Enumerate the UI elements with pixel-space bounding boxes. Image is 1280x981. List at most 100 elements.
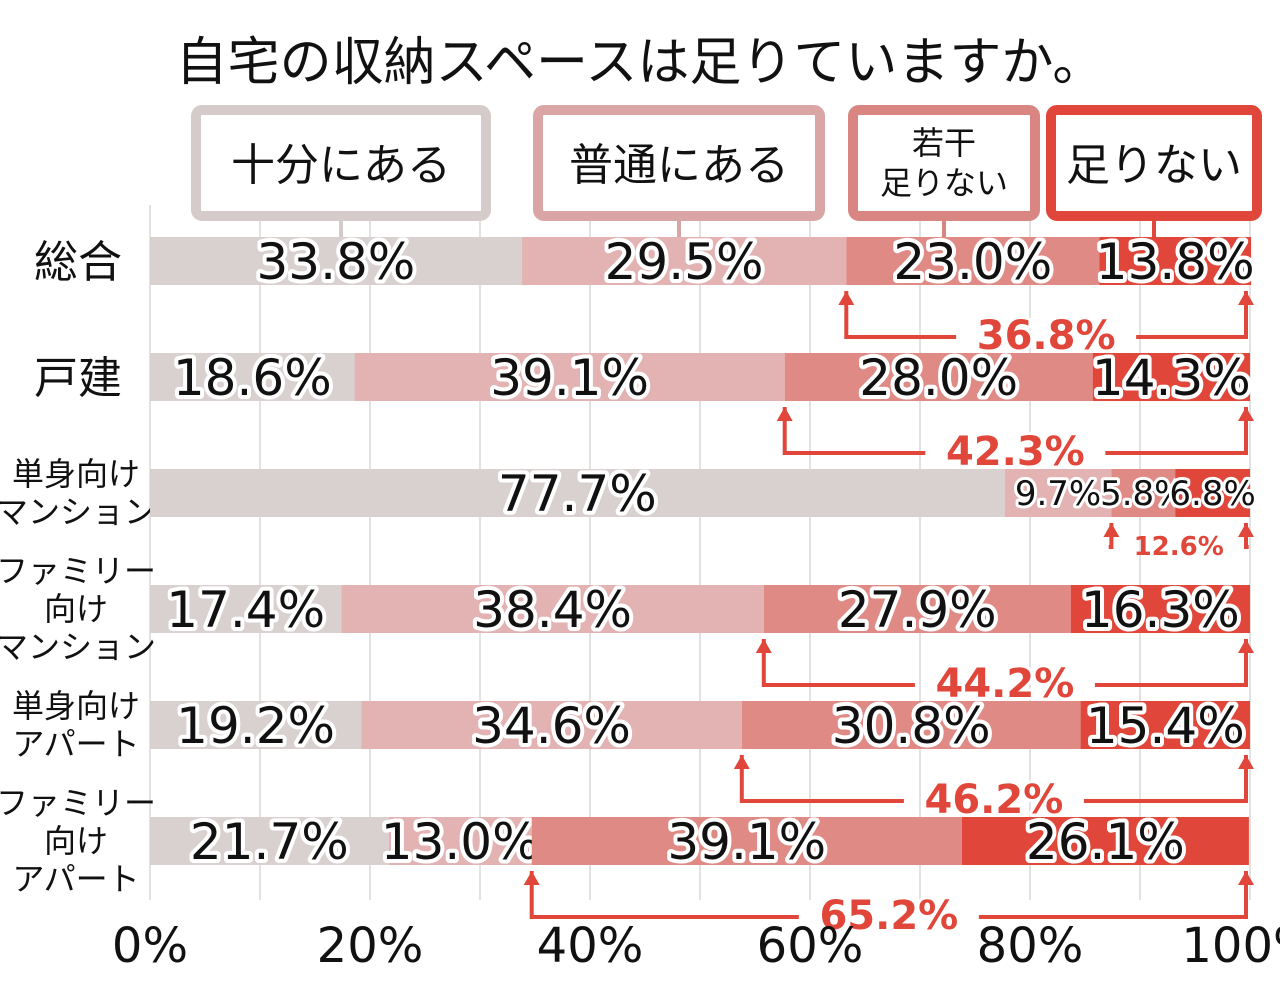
bracket-right	[1105, 407, 1248, 455]
data-label: 30.8%	[832, 697, 991, 755]
data-label: 6.8%	[1169, 474, 1255, 514]
data-label: 14.3%	[1092, 349, 1251, 407]
bar-segment	[741, 701, 1081, 749]
bracket-left	[529, 871, 799, 919]
arrow-head	[1238, 639, 1254, 653]
data-label: 29.5%	[605, 233, 764, 291]
arrow-head	[523, 871, 540, 885]
data-label: 17.4%	[166, 581, 325, 639]
bracket-right	[978, 871, 1248, 919]
x-axis-ticks: 0% 20% 40% 60% 80% 100%	[112, 918, 1280, 974]
data-label: 15.4%	[1086, 697, 1245, 755]
bar-segment	[1111, 469, 1176, 517]
data-label: 39.1%	[667, 813, 826, 871]
shortage-total-label: 12.6%	[1134, 532, 1224, 562]
bar-segment	[1004, 469, 1112, 517]
x-tick-label: 80%	[977, 918, 1084, 974]
arrow-head	[776, 407, 793, 421]
category-label: マンション	[0, 493, 156, 531]
data-label: 27.9%	[838, 581, 997, 639]
bar-segment	[150, 701, 362, 749]
arrow-head	[1238, 755, 1254, 769]
data-label: 38.4%	[473, 581, 632, 639]
arrow-head	[1238, 291, 1254, 305]
category-label: 総合	[34, 237, 122, 288]
bar-segment	[354, 353, 785, 401]
category-labels: 総合戸建単身向けマンションファミリー向けマンション単身向けアパートファミリー向け…	[0, 237, 156, 898]
data-label: 21.7%	[190, 813, 349, 871]
bar-segment	[1175, 469, 1250, 517]
bars: 33.8% 29.5% 23.0% 13.8% 18.6% 39.1% 28.0% 14.3%…	[150, 229, 1259, 875]
arrow-head	[1238, 871, 1254, 885]
category-label: アパート	[12, 860, 139, 898]
bar-segment	[763, 585, 1071, 633]
bracket-left	[761, 639, 915, 687]
bar-segment	[150, 585, 342, 633]
data-label: 77.7%	[498, 465, 657, 523]
x-tick-label: 20%	[317, 918, 424, 974]
shortage-total-label: 44.2%	[936, 661, 1075, 707]
data-label: 34.6%	[472, 697, 631, 755]
arrow-head	[1103, 523, 1120, 537]
category-label: ファミリー	[0, 784, 156, 822]
shortage-total-label: 42.3%	[946, 429, 1085, 475]
bar-segment	[150, 237, 522, 285]
bracket-right	[1083, 755, 1248, 803]
category-label: 単身向け	[12, 455, 140, 493]
data-label: 5.8%	[1100, 474, 1186, 514]
arrow-head	[838, 291, 855, 305]
legend-label: 十分にある	[231, 140, 451, 191]
bar-segment	[846, 237, 1100, 285]
shortage-total-label: 36.8%	[977, 313, 1116, 359]
shortage-total-label: 46.2%	[925, 777, 1064, 823]
legend-label: 若干	[912, 124, 976, 162]
arrow-head	[733, 755, 750, 769]
legend-label: 普通にある	[569, 140, 789, 191]
arrow-head	[1238, 523, 1254, 537]
x-tick-label: 60%	[757, 918, 864, 974]
bar-segment	[531, 817, 962, 865]
category-label: 単身向け	[12, 687, 140, 725]
chart-title: 自宅の収納スペースは足りていますか。	[176, 33, 1105, 93]
category-label: 戸建	[34, 353, 122, 404]
category-label: 向け	[44, 590, 108, 628]
bar-segment	[1080, 701, 1250, 749]
x-tick-label: 100%	[1181, 918, 1280, 974]
data-label: 9.7%	[1015, 474, 1101, 514]
bar-segment	[150, 469, 1005, 517]
bracket-right	[1094, 639, 1248, 687]
bar-segment	[341, 585, 764, 633]
data-label: 18.6%	[173, 349, 332, 407]
data-label: 39.1%	[490, 349, 649, 407]
arrow-head	[1238, 407, 1254, 421]
data-label: 16.3%	[1081, 581, 1240, 639]
category-label: アパート	[12, 725, 139, 763]
bar-segment	[150, 353, 355, 401]
bar-segment	[388, 817, 532, 865]
bar-segment	[961, 817, 1249, 865]
bar-segment	[1070, 585, 1250, 633]
legend-box	[848, 105, 1040, 221]
x-tick-label: 0%	[112, 918, 188, 974]
bracket-left	[844, 291, 957, 339]
data-label: 23.0%	[893, 233, 1052, 291]
arrow-head	[755, 639, 772, 653]
data-label: 19.2%	[176, 697, 335, 755]
legend-box	[191, 105, 491, 221]
bar-segment	[1099, 237, 1252, 285]
bar-segment	[521, 237, 847, 285]
bracket-right	[1136, 291, 1248, 339]
x-tick-label: 40%	[537, 918, 644, 974]
data-label: 33.8%	[256, 233, 415, 291]
bar-segment	[361, 701, 742, 749]
category-label: マンション	[0, 628, 156, 666]
bar-segment	[150, 817, 389, 865]
bar-segment	[784, 353, 1093, 401]
data-label: 26.1%	[1026, 813, 1185, 871]
bracket-left	[782, 407, 926, 455]
legend-box	[533, 105, 825, 221]
bracket-left	[739, 755, 904, 803]
legend-label: 足りない	[880, 164, 1008, 202]
